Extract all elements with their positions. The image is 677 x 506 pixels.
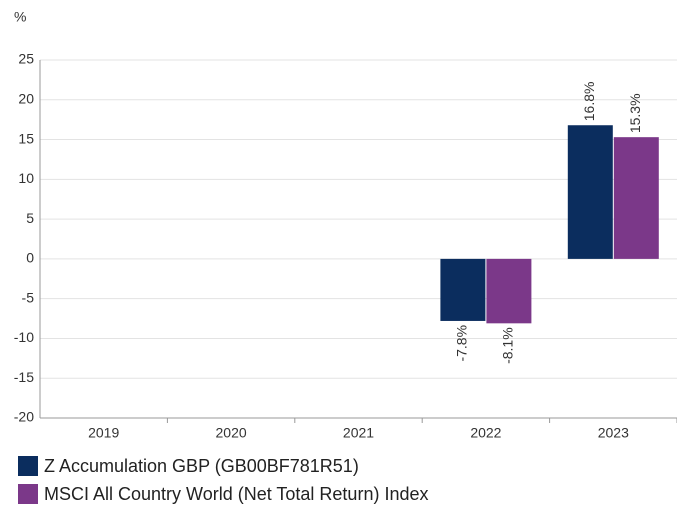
x-tick-label: 2021 [343, 425, 374, 441]
y-tick-label: 0 [26, 250, 34, 266]
legend-label: Z Accumulation GBP (GB00BF781R51) [44, 456, 359, 476]
legend-swatch [18, 484, 38, 504]
x-tick-label: 2020 [216, 425, 247, 441]
x-tick-label: 2023 [598, 425, 629, 441]
x-tick-label: 2022 [470, 425, 501, 441]
bar [613, 137, 659, 259]
y-tick-label: -5 [22, 289, 35, 305]
legend-swatch [18, 456, 38, 476]
value-label: -7.8% [454, 325, 470, 362]
bar [567, 125, 613, 259]
y-tick-label: 20 [18, 90, 34, 106]
y-tick-label: 25 [18, 51, 34, 67]
y-tick-label: -15 [14, 369, 34, 385]
value-label: -8.1% [500, 327, 516, 364]
y-tick-label: 5 [26, 210, 34, 226]
bar [486, 258, 532, 324]
y-tick-label: -20 [14, 409, 34, 425]
value-label: 15.3% [627, 93, 643, 133]
y-tick-label: -10 [14, 329, 34, 345]
x-tick-label: 2019 [88, 425, 119, 441]
legend: Z Accumulation GBP (GB00BF781R51) MSCI Al… [18, 456, 428, 504]
value-label: 16.8% [581, 82, 597, 122]
y-tick-label: 10 [18, 170, 34, 186]
y-axis-label: % [14, 9, 26, 25]
legend-label: MSCI All Country World (Net Total Return… [44, 484, 428, 504]
y-tick-label: 15 [18, 130, 34, 146]
bar [440, 258, 486, 321]
